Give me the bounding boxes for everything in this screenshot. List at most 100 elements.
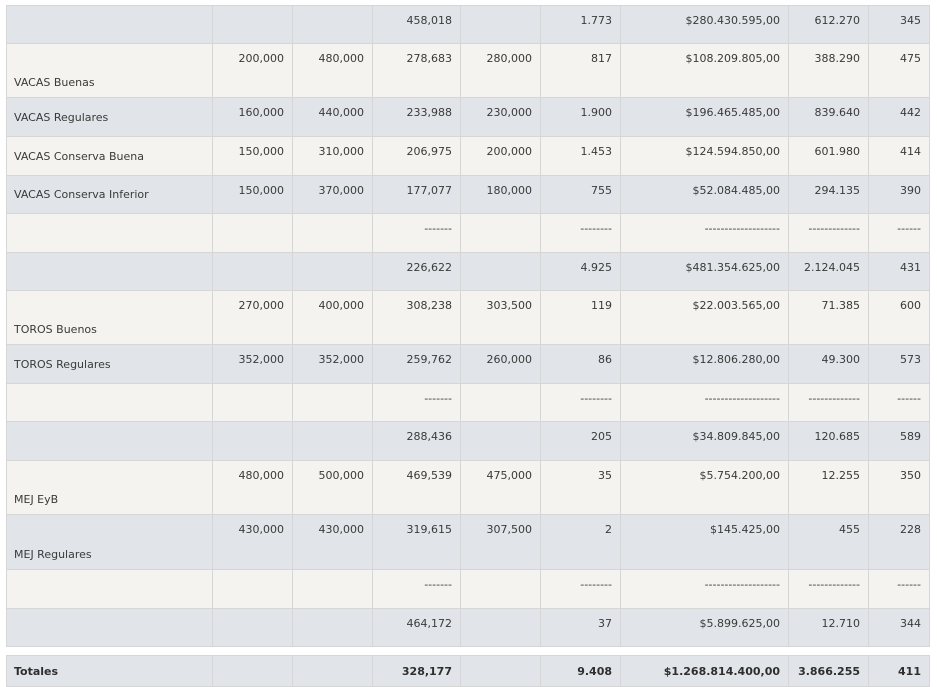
table-row: 288,436 205 $34.809.845,00 120.685 589 [6, 421, 930, 461]
max-price-cell [292, 383, 373, 422]
category-cell: VACAS Conserva Buena [6, 136, 213, 176]
category-cell: VACAS Conserva Inferior [6, 175, 213, 214]
avg-weight-cell: 228 [868, 514, 930, 570]
min-price-cell [212, 5, 293, 44]
max-price-cell [292, 655, 373, 687]
mode-price-cell [460, 421, 541, 461]
avg-price-cell: ------- [372, 213, 461, 253]
max-price-cell [292, 569, 373, 609]
kilos-cell: 3.866.255 [788, 655, 869, 687]
head-count-cell: 37 [540, 608, 621, 647]
max-price-cell [292, 5, 373, 44]
avg-price-cell: 206,975 [372, 136, 461, 176]
min-price-cell: 200,000 [212, 43, 293, 98]
table-row: 458,018 1.773 $280.430.595,00 612.270 345 [6, 5, 930, 44]
avg-weight-cell: ------ [868, 569, 930, 609]
min-price-cell [212, 655, 293, 687]
avg-price-cell: 458,018 [372, 5, 461, 44]
avg-price-cell: 469,539 [372, 460, 461, 515]
category-cell [6, 213, 213, 253]
kilos-cell: 839.640 [788, 97, 869, 137]
head-count-cell: 9.408 [540, 655, 621, 687]
kilos-cell: 612.270 [788, 5, 869, 44]
head-count-cell: 205 [540, 421, 621, 461]
mode-price-cell [460, 5, 541, 44]
category-cell: MEJ Regulares [6, 514, 213, 570]
avg-price-cell: 319,615 [372, 514, 461, 570]
min-price-cell: 160,000 [212, 97, 293, 137]
avg-weight-cell: 411 [868, 655, 930, 687]
mode-price-cell: 200,000 [460, 136, 541, 176]
kilos-cell: 601.980 [788, 136, 869, 176]
max-price-cell: 370,000 [292, 175, 373, 214]
table-row: TOROS Regulares 352,000 352,000 259,762 260,… [6, 344, 930, 384]
mode-price-cell [460, 569, 541, 609]
table-row: VACAS Conserva Inferior 150,000 370,000 177… [6, 175, 930, 214]
avg-price-cell: 233,988 [372, 97, 461, 137]
avg-weight-cell: 589 [868, 421, 930, 461]
table-row: ------- -------- ------------------- ------… [6, 213, 930, 253]
mode-price-cell [460, 383, 541, 422]
max-price-cell [292, 608, 373, 647]
mode-price-cell [460, 252, 541, 291]
table-row: VACAS Regulares 160,000 440,000 233,988 230,… [6, 97, 930, 137]
mode-price-cell [460, 655, 541, 687]
amount-cell: $1.268.814.400,00 [620, 655, 789, 687]
avg-weight-cell: 344 [868, 608, 930, 647]
amount-cell: $481.354.625,00 [620, 252, 789, 291]
max-price-cell: 480,000 [292, 43, 373, 98]
min-price-cell [212, 608, 293, 647]
head-count-cell: 2 [540, 514, 621, 570]
avg-price-cell: 464,172 [372, 608, 461, 647]
min-price-cell [212, 252, 293, 291]
table-row: TOROS Buenos 270,000 400,000 308,238 303,500… [6, 290, 930, 345]
head-count-cell: 35 [540, 460, 621, 515]
category-cell: TOROS Buenos [6, 290, 213, 345]
amount-cell: $145.425,00 [620, 514, 789, 570]
amount-cell: $108.209.805,00 [620, 43, 789, 98]
category-cell [6, 252, 213, 291]
avg-weight-cell: 442 [868, 97, 930, 137]
max-price-cell: 352,000 [292, 344, 373, 384]
kilos-cell: 71.385 [788, 290, 869, 345]
category-cell [6, 421, 213, 461]
max-price-cell [292, 421, 373, 461]
min-price-cell: 480,000 [212, 460, 293, 515]
amount-cell: $5.899.625,00 [620, 608, 789, 647]
kilos-cell: 2.124.045 [788, 252, 869, 291]
category-cell: VACAS Regulares [6, 97, 213, 137]
head-count-cell: -------- [540, 213, 621, 253]
livestock-summary-table: 458,018 1.773 $280.430.595,00 612.270 345 VAC… [6, 5, 930, 687]
avg-price-cell: 308,238 [372, 290, 461, 345]
avg-weight-cell: 431 [868, 252, 930, 291]
avg-price-cell: 177,077 [372, 175, 461, 214]
min-price-cell [212, 421, 293, 461]
mode-price-cell: 280,000 [460, 43, 541, 98]
max-price-cell: 400,000 [292, 290, 373, 345]
min-price-cell: 430,000 [212, 514, 293, 570]
mode-price-cell: 230,000 [460, 97, 541, 137]
kilos-cell: ------------- [788, 213, 869, 253]
mode-price-cell [460, 213, 541, 253]
head-count-cell: 1.773 [540, 5, 621, 44]
table-row: ------- -------- ------------------- ------… [6, 383, 930, 422]
mode-price-cell: 475,000 [460, 460, 541, 515]
category-cell: VACAS Buenas [6, 43, 213, 98]
avg-weight-cell: 573 [868, 344, 930, 384]
head-count-cell: 119 [540, 290, 621, 345]
spacer-row [6, 646, 930, 656]
min-price-cell [212, 383, 293, 422]
table-row: MEJ EyB 480,000 500,000 469,539 475,000 35 $5.… [6, 460, 930, 515]
amount-cell: $124.594.850,00 [620, 136, 789, 176]
kilos-cell: 12.710 [788, 608, 869, 647]
kilos-cell: 12.255 [788, 460, 869, 515]
head-count-cell: 4.925 [540, 252, 621, 291]
category-cell: MEJ EyB [6, 460, 213, 515]
category-cell: Totales [6, 655, 213, 687]
table-row: ------- -------- ------------------- ------… [6, 569, 930, 609]
category-cell [6, 383, 213, 422]
kilos-cell: 120.685 [788, 421, 869, 461]
amount-cell: $12.806.280,00 [620, 344, 789, 384]
avg-price-cell: 226,622 [372, 252, 461, 291]
avg-price-cell: 288,436 [372, 421, 461, 461]
